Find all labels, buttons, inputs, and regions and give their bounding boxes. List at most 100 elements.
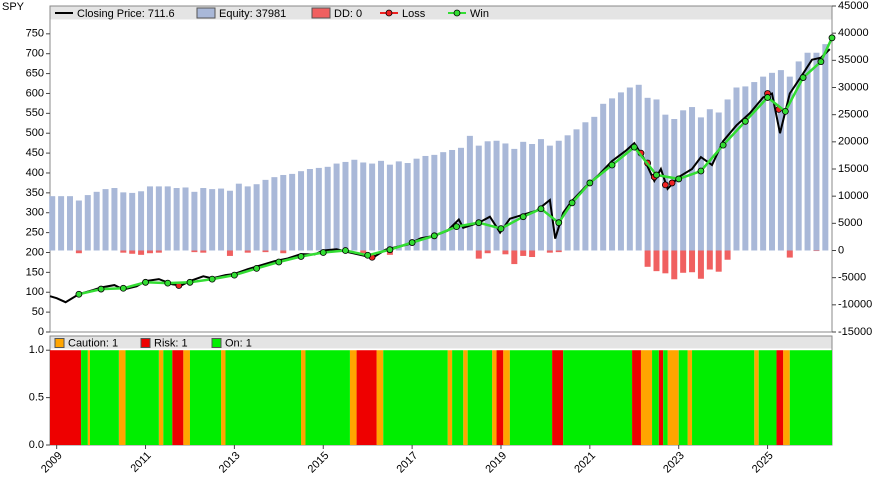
marker	[75, 290, 83, 298]
regime-band	[189, 350, 222, 445]
bar	[493, 140, 500, 251]
marker	[741, 117, 749, 125]
bar	[120, 192, 127, 251]
marker	[230, 271, 238, 279]
y-tick-label: -10000	[838, 299, 872, 311]
bar	[813, 250, 820, 252]
bar	[155, 186, 162, 251]
x-tick-label: 2023	[661, 450, 687, 476]
marker	[817, 58, 825, 66]
bar	[129, 250, 136, 254]
y-tick-label: -5000	[838, 272, 866, 284]
regime-band	[301, 350, 306, 445]
bar	[218, 188, 225, 251]
bar	[173, 188, 180, 251]
bar	[511, 250, 518, 265]
bar	[395, 161, 402, 251]
regime-band	[172, 350, 184, 445]
bar	[146, 250, 153, 254]
regime-band	[452, 350, 464, 445]
marker	[386, 246, 394, 254]
bar	[502, 250, 509, 255]
bar	[644, 250, 651, 267]
bar	[626, 87, 633, 251]
regime-band	[652, 350, 659, 445]
y-tick-label: 650	[26, 67, 44, 79]
bar	[378, 160, 385, 251]
legend-swatch	[140, 338, 151, 348]
bar	[244, 250, 251, 253]
y-tick-label: 20000	[838, 136, 869, 148]
regime-band	[376, 350, 384, 445]
legend-swatch	[311, 7, 331, 19]
bar	[422, 155, 429, 251]
bar	[671, 250, 678, 280]
bar	[484, 250, 491, 254]
bar	[253, 184, 260, 251]
bar	[617, 92, 624, 251]
marker	[555, 219, 563, 227]
y-tick-label: 500	[26, 127, 44, 139]
y-tick-label: -15000	[838, 326, 872, 338]
legend-label: DD: 0	[334, 8, 362, 20]
regime-band	[509, 350, 553, 445]
x-tick-label: 2021	[572, 450, 598, 476]
bar	[760, 76, 767, 251]
legend-label: Risk: 1	[154, 337, 188, 349]
regime-band	[776, 350, 784, 445]
bar	[511, 148, 518, 251]
y-tick-label: 30000	[838, 81, 869, 93]
marker	[697, 167, 705, 175]
bar	[404, 163, 411, 251]
bar	[146, 186, 153, 251]
bar	[351, 159, 358, 251]
bar	[315, 167, 322, 251]
y-tick-label: 750	[26, 28, 44, 40]
bar	[689, 107, 696, 251]
marker	[97, 285, 105, 293]
bar	[129, 192, 136, 251]
y-tick-label: 0.5	[29, 392, 44, 404]
legend-swatch	[196, 7, 216, 19]
y-tick-label: 150	[26, 266, 44, 278]
bar	[49, 196, 56, 251]
bar	[111, 188, 118, 251]
x-tick-label: 2011	[128, 450, 153, 475]
bar	[93, 191, 100, 251]
bar	[786, 250, 793, 258]
legend-label: Closing Price: 711.6	[77, 8, 175, 20]
y-tick-label: 450	[26, 147, 44, 159]
bar	[555, 140, 562, 251]
regime-band	[183, 350, 190, 445]
legend-band	[50, 336, 832, 349]
bar	[653, 250, 660, 272]
bar	[449, 149, 456, 251]
bar	[262, 250, 269, 253]
bar	[822, 44, 829, 251]
y-tick-label: 0.0	[29, 439, 44, 451]
bar	[138, 191, 145, 251]
bar	[280, 174, 287, 251]
legend-band	[50, 6, 832, 20]
marker	[408, 239, 416, 246]
bar	[600, 103, 607, 251]
bar	[262, 179, 269, 251]
bar	[777, 70, 784, 251]
regime-band	[225, 350, 302, 445]
regime-band	[349, 350, 357, 445]
y-tick-label: 10000	[838, 190, 869, 202]
bar	[520, 141, 527, 251]
bar	[751, 82, 758, 251]
regime-band	[89, 350, 119, 445]
regime-band	[678, 350, 688, 445]
marker	[475, 219, 483, 227]
bar	[413, 158, 420, 251]
bar	[706, 109, 713, 251]
bar	[66, 196, 73, 251]
bar	[209, 189, 216, 251]
bar	[155, 250, 162, 253]
bar	[724, 99, 731, 251]
bar	[226, 190, 233, 251]
legend-marker	[453, 9, 461, 17]
